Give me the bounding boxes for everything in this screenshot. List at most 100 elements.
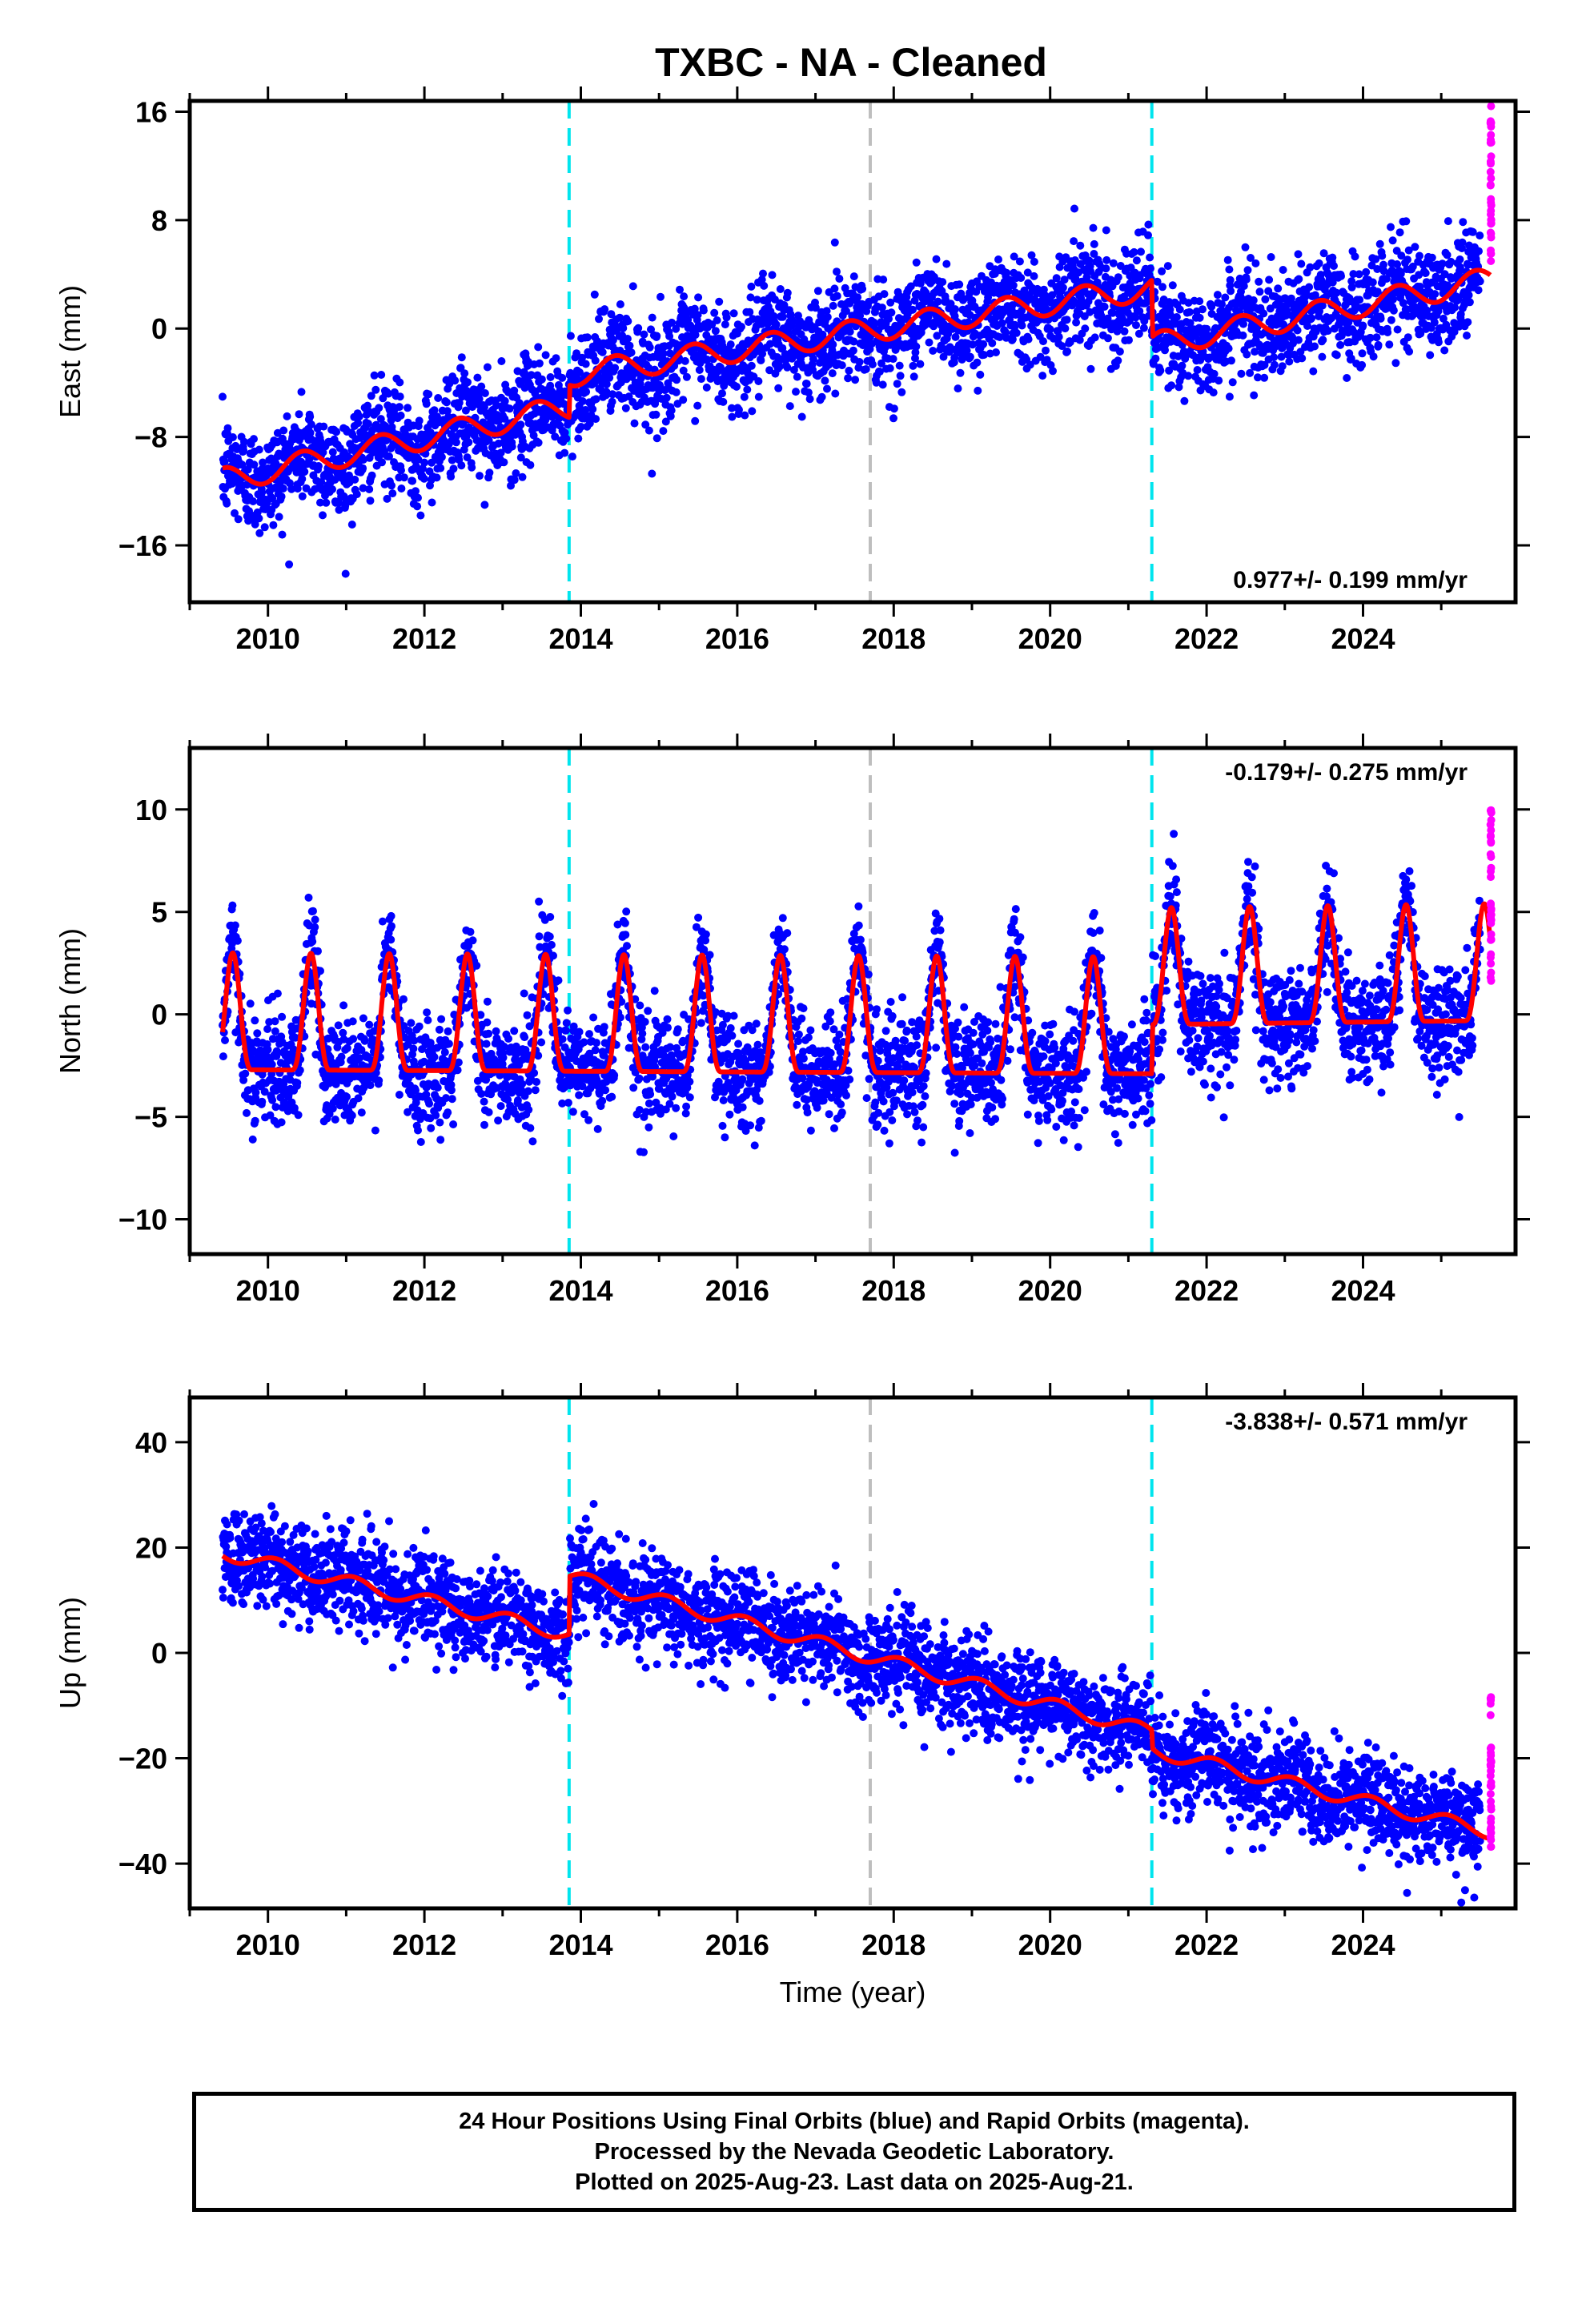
east-final-point (352, 490, 361, 499)
east-final-point (648, 313, 656, 322)
east-final-point (667, 406, 676, 415)
east-final-point (424, 390, 433, 399)
east-final-point (1049, 367, 1057, 376)
east-final-point (912, 342, 921, 351)
east-final-point (1010, 320, 1019, 329)
east-x-tick-label: 2014 (548, 622, 612, 655)
north-final-point (219, 1052, 227, 1061)
east-final-point (1434, 338, 1443, 347)
east-x-tick-label: 2024 (1331, 622, 1395, 655)
north-final-point (535, 932, 544, 941)
east-final-point (1355, 296, 1364, 304)
east-final-point (789, 317, 797, 326)
east-final-point (452, 438, 460, 447)
east-final-point (1144, 231, 1152, 239)
east-final-point (1368, 278, 1377, 287)
east-final-point (1070, 204, 1078, 213)
east-final-point (505, 404, 514, 413)
east-final-point (747, 361, 756, 370)
east-final-point (656, 292, 665, 301)
east-final-point (1285, 357, 1294, 366)
east-final-point (510, 476, 519, 485)
east-final-point (679, 366, 688, 375)
east-final-point (1474, 286, 1483, 295)
east-rapid-point (1486, 117, 1495, 126)
north-final-point (339, 1001, 348, 1010)
east-final-point (1355, 270, 1363, 279)
north-final-point (447, 1086, 456, 1095)
north-final-point (425, 1100, 434, 1108)
east-final-point (582, 388, 591, 396)
east-final-point (496, 448, 505, 457)
east-final-point (578, 353, 586, 362)
east-final-point (644, 426, 653, 435)
east-final-point (322, 498, 331, 507)
north-final-point (246, 999, 255, 1008)
north-final-point (309, 907, 317, 915)
east-final-point (468, 463, 476, 472)
north-final-point (482, 1039, 491, 1048)
east-final-point (592, 415, 600, 424)
east-final-point (568, 452, 576, 461)
east-final-point (976, 370, 985, 379)
east-final-point (951, 305, 959, 314)
east-final-point (1125, 336, 1133, 344)
east-final-point (269, 521, 278, 529)
north-final-point (378, 917, 387, 926)
east-final-point (743, 385, 752, 394)
north-final-point (532, 1078, 541, 1086)
east-final-point (1102, 255, 1111, 264)
east-final-point (414, 493, 422, 502)
east-final-point (480, 403, 488, 412)
east-final-point (680, 292, 689, 301)
east-final-point (1295, 275, 1303, 283)
east-final-point (412, 462, 420, 471)
east-final-point (345, 471, 353, 480)
east-final-point (872, 378, 881, 387)
north-final-point (444, 1027, 452, 1035)
east-final-point (354, 419, 363, 428)
east-final-point (821, 376, 829, 385)
east-final-point (397, 485, 406, 493)
east-final-point (1464, 291, 1473, 300)
east-final-point (1347, 283, 1356, 292)
east-final-point (1393, 325, 1402, 334)
east-final-point (673, 376, 681, 384)
east-final-point (809, 355, 817, 364)
east-final-point (625, 341, 634, 350)
east-final-point (507, 481, 515, 490)
east-rapid-point (1487, 102, 1496, 111)
east-final-point (870, 320, 879, 328)
east-final-point (885, 315, 893, 324)
north-final-point (359, 1014, 367, 1023)
east-y-tick-label: 0 (151, 312, 167, 345)
north-final-point (526, 1124, 535, 1132)
east-final-point (1315, 259, 1323, 267)
east-final-point (1388, 236, 1397, 245)
east-final-point (911, 354, 919, 363)
east-final-point (789, 365, 798, 374)
east-final-point (955, 280, 964, 289)
east-final-point (811, 304, 820, 312)
east-final-point (616, 313, 624, 322)
north-final-point (241, 1069, 250, 1078)
east-final-point (305, 455, 314, 464)
east-final-point (1144, 220, 1153, 229)
north-final-point (334, 1021, 343, 1030)
north-final-point (360, 1036, 369, 1045)
east-final-point (760, 281, 769, 290)
east-final-point (634, 324, 643, 332)
east-final-point (932, 255, 941, 263)
east-final-point (1294, 336, 1303, 344)
east-final-point (223, 424, 232, 432)
east-final-point (754, 377, 763, 385)
east-final-point (702, 383, 711, 392)
east-final-point (681, 356, 689, 365)
east-final-point (1411, 243, 1419, 251)
east-final-point (376, 415, 385, 424)
north-final-point (531, 1086, 540, 1095)
east-final-point (1163, 262, 1172, 271)
east-final-point (384, 389, 393, 398)
east-final-point (1270, 353, 1279, 362)
north-final-point (546, 913, 555, 921)
